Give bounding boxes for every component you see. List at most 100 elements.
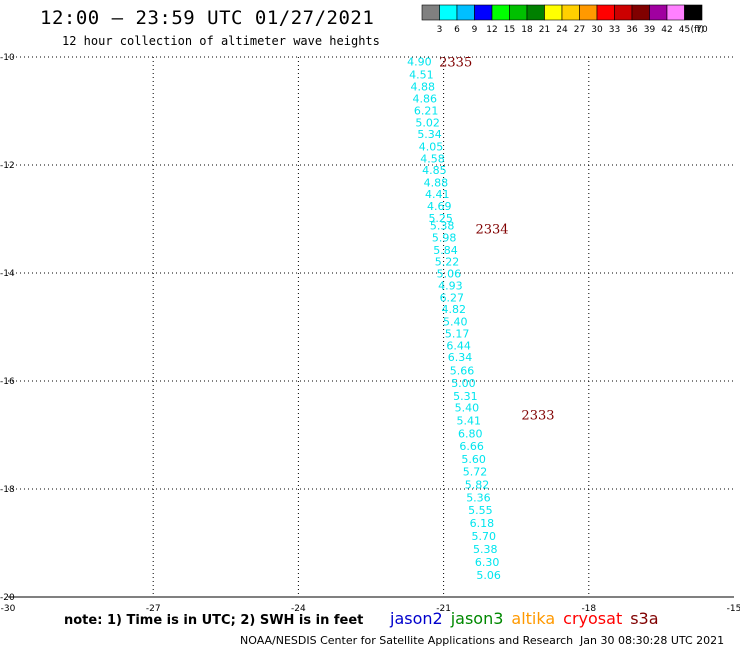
y-tick-label: -20: [0, 593, 15, 603]
y-tick-label: -18: [0, 485, 15, 495]
legend-swatch: [596, 4, 615, 21]
time-labels: 2335 2334 2333: [439, 55, 554, 423]
swh-value-label: 6.18: [470, 517, 495, 530]
swh-value-label: 4.51: [409, 68, 434, 81]
swh-value-label: 5.25: [428, 212, 453, 225]
swh-value-label: 5.17: [445, 327, 470, 340]
x-tick-label: -27: [146, 604, 161, 614]
x-tick-label: -21: [436, 604, 451, 614]
swh-value-label: 4.69: [427, 200, 452, 213]
legend-swatch: [666, 4, 685, 21]
swh-value-label: 5.98: [432, 231, 457, 244]
legend-swatch: [421, 4, 440, 21]
swh-value-label: 5.06: [437, 268, 462, 281]
swh-value-label: 5.41: [457, 414, 482, 427]
time-label: 2333: [521, 408, 554, 423]
swh-value-label: 5.84: [433, 244, 458, 257]
satellite-name-jason2: jason2: [390, 609, 443, 628]
legend-tick-label: 30: [591, 25, 603, 35]
legend-swatch: [439, 4, 458, 21]
legend-swatch: [579, 4, 598, 21]
axis-labels: -30 -27 -24 -21 -18 -15 -10 -12 -14 -16 -18 -20: [0, 53, 740, 614]
footnote: note: 1) Time is in UTC; 2) SWH is in fe…: [64, 613, 364, 628]
legend-tick-label: 15: [504, 25, 515, 35]
legend-tick-label: 18: [521, 25, 533, 35]
satellite-name-s3a: s3a: [630, 609, 659, 628]
swh-value-label: 5.31: [453, 390, 478, 403]
timestamp: Jan 30 08:30:28 UTC 2021: [580, 634, 725, 647]
swh-value-label: 4.86: [412, 93, 437, 106]
swh-value-label: 5.38: [430, 219, 455, 232]
x-tick-label: -24: [291, 604, 306, 614]
legend-tick-label: 33: [609, 25, 620, 35]
legend-swatch: [526, 4, 545, 21]
swh-value-label: 6.30: [475, 556, 500, 569]
time-label: 2335: [439, 55, 472, 70]
swh-value-label: 6.44: [446, 339, 471, 352]
swh-value-label: 6.80: [458, 427, 483, 440]
swh-value-label: 5.22: [435, 256, 460, 269]
y-tick-label: -10: [0, 53, 15, 63]
time-label: 2334: [475, 223, 508, 238]
legend-tick-label: 27: [574, 25, 585, 35]
legend-swatch: [544, 4, 563, 21]
swh-value-label: 5.34: [417, 128, 442, 141]
y-tick-label: -14: [0, 269, 15, 279]
swh-value-label: 5.66: [450, 365, 475, 378]
grid: [8, 56, 734, 598]
swh-value-label: 6.27: [440, 291, 465, 304]
swh-value-label: 5.40: [455, 401, 480, 414]
legend-swatch: [474, 4, 493, 21]
satellite-name-altika: altika: [511, 609, 556, 628]
swh-value-label: 5.72: [463, 466, 488, 479]
legend-swatch: [561, 4, 580, 21]
x-tick-label: -30: [1, 604, 16, 614]
legend-tick-label: 24: [556, 25, 568, 35]
satellite-legend: jason2 jason3 altika cryosat s3a: [390, 609, 667, 628]
swh-value-label: 4.58: [420, 153, 445, 166]
x-tick-label: -18: [581, 604, 596, 614]
legend-tick-label: 70: [696, 25, 708, 35]
legend-tick-label: 6: [454, 25, 460, 35]
legend-tick-label: 21: [539, 25, 550, 35]
swh-value-label: 5.36: [466, 492, 491, 505]
swh-value-label: 5.38: [473, 543, 498, 556]
swh-value-label: 6.34: [448, 351, 473, 364]
swh-value-label: 5.82: [465, 479, 490, 492]
legend-swatch: [491, 4, 510, 21]
page-title: 12:00 — 23:59 UTC 01/27/2021: [40, 7, 375, 29]
swh-value-label: 4.85: [422, 164, 447, 177]
swh-value-label: 4.88: [424, 176, 449, 189]
swh-value-label: 6.66: [459, 440, 484, 453]
legend-unit: (ft): [690, 25, 704, 35]
swh-value-label: 5.60: [461, 453, 486, 466]
swh-value-label: 5.00: [451, 377, 476, 390]
legend-tick-label: 9: [472, 25, 478, 35]
legend-tick-label: 12: [486, 25, 497, 35]
legend-swatch: [456, 4, 475, 21]
satellite-name-cryosat: cryosat: [563, 609, 623, 628]
x-tick-label: -15: [727, 604, 740, 614]
legend-tick-label: 36: [626, 25, 638, 35]
legend-tick-label: 3: [437, 25, 443, 35]
swh-value-label: 4.41: [425, 188, 450, 201]
swh-value-label: 6.21: [414, 104, 439, 117]
legend-tick-label: 39: [644, 25, 656, 35]
satellite-name-jason3: jason3: [450, 609, 504, 628]
legend-swatch: [684, 4, 703, 21]
swh-value-label: 5.02: [415, 116, 440, 129]
swh-value-label: 5.06: [476, 569, 501, 582]
swh-value-label: 5.70: [472, 530, 497, 543]
swh-value-label: 4.88: [411, 81, 436, 94]
legend-swatch: [509, 4, 528, 21]
legend-swatch: [649, 4, 668, 21]
y-tick-label: -16: [0, 377, 15, 387]
swh-value-label: 4.05: [419, 141, 444, 154]
swh-value-label: 4.90: [407, 55, 432, 68]
page-subtitle: 12 hour collection of altimeter wave hei…: [62, 34, 380, 48]
legend-tick-label: 42: [661, 25, 672, 35]
credit-line: NOAA/NESDIS Center for Satellite Applica…: [240, 634, 574, 647]
color-legend: 3 6 9 12 15 18 21 24 27 30 33 36 39 42 45 70(ft): [421, 4, 708, 35]
swh-value-label: 5.55: [468, 504, 493, 517]
